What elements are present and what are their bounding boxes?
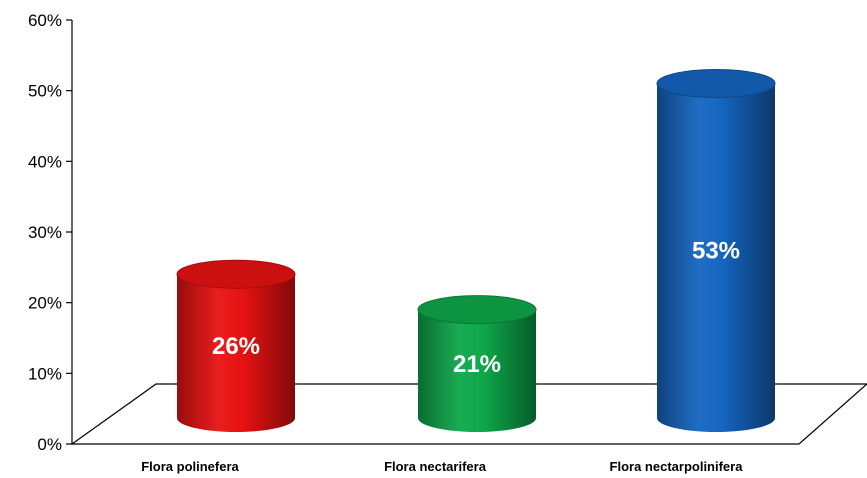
y-tick-label: 60% <box>28 11 62 30</box>
bar-top-cap <box>176 259 296 289</box>
y-axis: 0% 10% 20% 30% 40% 50% 60% <box>28 11 73 454</box>
bar-body <box>418 309 536 432</box>
category-label: Flora nectarpolinifera <box>610 459 744 474</box>
bar-2: 21% <box>417 295 537 432</box>
bar-top-cap <box>417 295 537 325</box>
data-label: 26% <box>212 333 260 360</box>
y-tick-label: 50% <box>28 82 62 101</box>
bar-series: 26% 21% 53% <box>176 68 776 432</box>
category-axis: Flora polinefera Flora nectarifera Flora n… <box>141 459 743 474</box>
data-label: 21% <box>453 351 501 378</box>
y-tick-label: 0% <box>37 435 62 454</box>
y-tick-label: 20% <box>28 294 62 313</box>
bar-top-cap <box>656 68 776 98</box>
y-tick-label: 30% <box>28 223 62 242</box>
bar-body <box>657 83 775 432</box>
chart-floor <box>70 383 867 445</box>
floor-plane <box>70 383 867 445</box>
bar-3: 53% <box>656 68 776 432</box>
y-tick-label: 40% <box>28 152 62 171</box>
data-label: 53% <box>692 238 740 265</box>
category-label: Flora polinefera <box>141 459 239 474</box>
y-tick-label: 10% <box>28 364 62 383</box>
category-label: Flora nectarifera <box>384 459 487 474</box>
bar-1: 26% <box>176 259 296 432</box>
bar-body <box>177 274 295 432</box>
